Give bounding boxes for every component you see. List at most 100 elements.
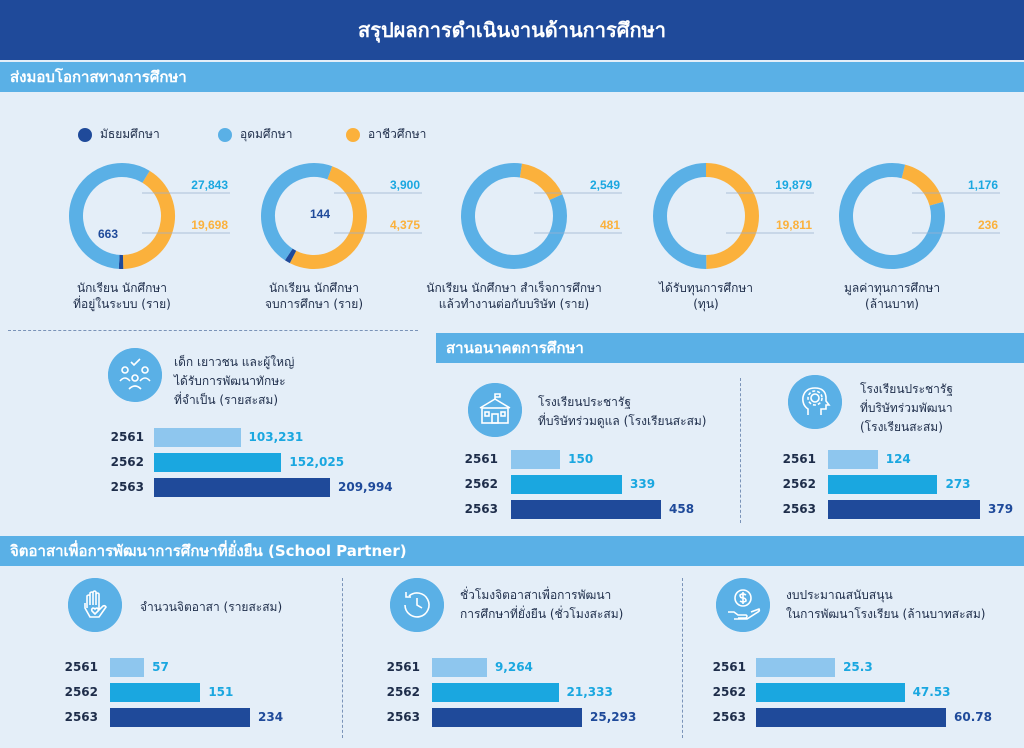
bar [432, 683, 559, 702]
section-title: สานอนาคตการศึกษา [446, 339, 584, 357]
legend-swatch [78, 127, 92, 142]
bar-category-label: 2561 [782, 452, 816, 466]
bar-category-label: 2563 [712, 710, 746, 724]
bar-value-label: 379 [988, 502, 1014, 516]
caption-line: (โรงเรียนสะสม) [860, 420, 943, 434]
section-header-future: สานอนาคตการศึกษา [436, 333, 1024, 363]
bar-category-label: 2562 [712, 685, 746, 699]
bar-value-label: 9,264 [494, 660, 533, 674]
bar-value-label: 151 [208, 685, 234, 699]
caption-line: โรงเรียนประชารัฐ [860, 382, 953, 396]
bar-value-label: 47.53 [912, 685, 951, 699]
caption-budget: งบประมาณสนับสนุน ในการพัฒนาโรงเรียน (ล้า… [786, 586, 985, 624]
donut-caption: นักเรียน นักศึกษา จบการศึกษา (ราย) [204, 280, 424, 312]
donut-slice [284, 248, 297, 264]
legend-label: อาชีวศึกษา [368, 127, 427, 141]
section-title: ส่งมอบโอกาสทางการศึกษา [10, 68, 187, 86]
divider [740, 378, 741, 523]
bar-category-label: 2563 [110, 480, 144, 494]
bar [432, 708, 582, 727]
bar-value-label: 124 [885, 452, 911, 466]
bar-category-label: 2562 [386, 685, 420, 699]
legend-label: มัธยมศึกษา [100, 127, 160, 141]
donut-slice [839, 163, 945, 269]
donut-caption-line: มูลค่าทุนการศึกษา [843, 281, 941, 295]
donut-caption-line: นักเรียน นักศึกษา [76, 281, 168, 295]
bar-category-label: 2561 [464, 452, 498, 466]
legend-swatch [346, 127, 360, 142]
donut-caption: มูลค่าทุนการศึกษา (ล้านบาท) [782, 280, 1002, 312]
donut-value-label: 2,549 [590, 178, 620, 192]
bar [756, 708, 946, 727]
school-icon [468, 383, 522, 437]
donut-value-label: 481 [600, 218, 620, 232]
bar-category-label: 2562 [782, 477, 816, 491]
page-title-text: สรุปผลการดำเนินงานด้านการศึกษา [358, 18, 666, 42]
donut-value-label: 19,698 [191, 218, 228, 232]
bar-category-label: 2563 [464, 502, 498, 516]
bar-value-label: 273 [945, 477, 971, 491]
donut-slice [261, 163, 333, 261]
bar-category-label: 2561 [386, 660, 420, 674]
legend-item-higher: อุดมศึกษา [218, 125, 292, 144]
divider [342, 578, 343, 738]
caption-line: จำนวนจิตอาสา (รายสะสม) [140, 600, 283, 614]
page-title: สรุปผลการดำเนินงานด้านการศึกษา [0, 0, 1024, 60]
bar-category-label: 2563 [782, 502, 816, 516]
bar-value-label: 150 [568, 452, 594, 466]
bar-category-label: 2561 [110, 430, 144, 444]
donut-slice [705, 163, 759, 269]
legend-item-secondary: มัธยมศึกษา [78, 125, 160, 144]
divider [682, 578, 683, 738]
bar [154, 453, 282, 472]
caption-skills: เด็ก เยาวชน และผู้ใหญ่ ได้รับการพัฒนาทัก… [174, 353, 294, 410]
bar-value-label: 209,994 [338, 480, 393, 494]
bar [110, 658, 145, 677]
donut-value-label: 663 [98, 227, 118, 241]
caption-line: ในการพัฒนาโรงเรียน (ล้านบาทสะสม) [786, 607, 986, 621]
bar-value-label: 25.3 [843, 660, 873, 674]
bar-value-label: 60.78 [954, 710, 992, 724]
section-title: จิตอาสาเพื่อการพัฒนาการศึกษาที่ยั่งยืน (… [10, 542, 407, 560]
bar-value-label: 25,293 [590, 710, 637, 724]
donut-caption-line: ได้รับทุนการศึกษา [659, 281, 753, 295]
bar-category-label: 2561 [64, 660, 98, 674]
donut-slice [289, 166, 367, 269]
donut-caption-line: แล้วทำงานต่อกับบริษัท (ราย) [438, 297, 590, 311]
bar [756, 683, 905, 702]
bar [110, 683, 201, 702]
donut-slice [652, 163, 707, 269]
divider [8, 330, 418, 331]
caption-line: ที่บริษัทร่วมดูแล (โรงเรียนสะสม) [538, 414, 707, 428]
bar [511, 450, 561, 469]
donut-value-label: 144 [310, 207, 330, 221]
bar-category-label: 2561 [712, 660, 746, 674]
caption-volunteer-hours: ชั่วโมงจิตอาสาเพื่อการพัฒนา การศึกษาที่ย… [460, 586, 623, 624]
donut-caption-line: (ทุน) [693, 297, 719, 311]
head-gear-icon [788, 375, 842, 429]
bar [154, 428, 241, 447]
bar [154, 478, 330, 497]
donut-value-label: 4,375 [390, 218, 420, 232]
legend-item-vocational: อาชีวศึกษา [346, 125, 426, 144]
caption-line: ที่จำเป็น (รายสะสม) [174, 393, 278, 407]
caption-line: ชั่วโมงจิตอาสาเพื่อการพัฒนา [460, 588, 612, 602]
bar-value-label: 458 [669, 502, 695, 516]
bar [511, 475, 623, 494]
donut-caption: นักเรียน นักศึกษา สำเร็จการศึกษา แล้วทำงา… [404, 280, 624, 312]
caption-line: โรงเรียนประชารัฐ [538, 395, 631, 409]
donut-value-label: 27,843 [191, 178, 228, 192]
bar [110, 708, 250, 727]
bar-value-label: 234 [258, 710, 284, 724]
bar [828, 450, 878, 469]
bar-category-label: 2563 [386, 710, 420, 724]
donut-value-label: 236 [978, 218, 998, 232]
section-header-opportunity: ส่งมอบโอกาสทางการศึกษา [0, 62, 1024, 92]
bar-category-label: 2563 [64, 710, 98, 724]
caption-schools-developed: โรงเรียนประชารัฐ ที่บริษัทร่วมพัฒนา (โรง… [860, 380, 953, 437]
caption-line: งบประมาณสนับสนุน [786, 588, 893, 602]
clock-icon [390, 578, 444, 632]
money-hand-icon [716, 578, 770, 632]
donut-caption: ได้รับทุนการศึกษา (ทุน) [596, 280, 816, 312]
bar-value-label: 152,025 [289, 455, 345, 469]
